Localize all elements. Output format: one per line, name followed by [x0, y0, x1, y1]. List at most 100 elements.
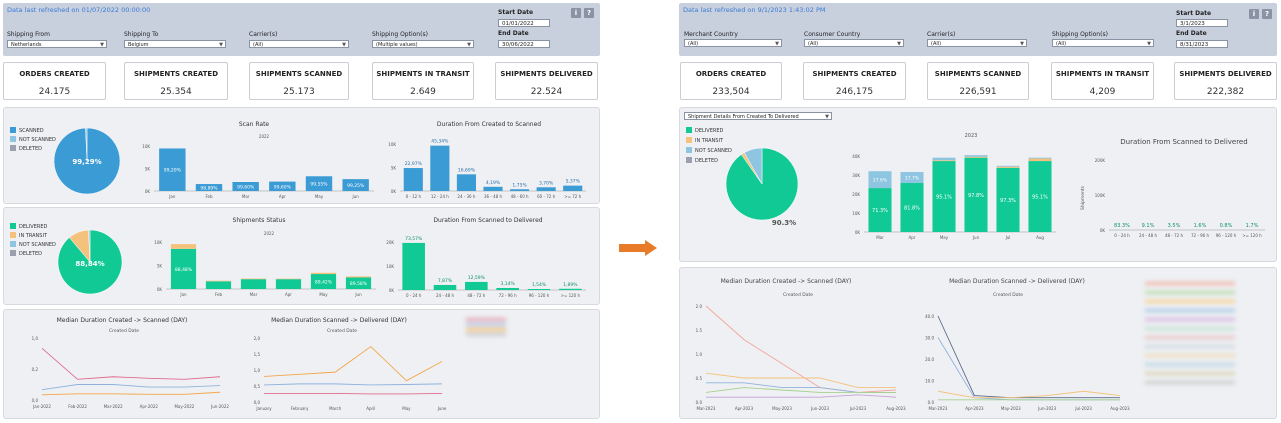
pie1-slice	[85, 127, 88, 162]
tick-label: 30K	[852, 173, 860, 178]
help-icon[interactable]: ?	[1262, 9, 1272, 19]
series-line	[937, 337, 1120, 401]
tick-label: 2,0	[254, 336, 261, 341]
legend-item: DELETED	[19, 251, 42, 257]
tick-label: May-2022	[174, 404, 194, 409]
tick-label: 10K	[386, 264, 394, 269]
tick-label: 24 - 48 h	[1139, 233, 1157, 238]
legend-swatch	[10, 127, 16, 133]
help-icon[interactable]: ?	[584, 8, 594, 18]
filter-consumer-country[interactable]: (All) ▼	[804, 39, 904, 47]
filter-bar: Data last refreshed on 9/1/2023 1:43:02 …	[679, 3, 1277, 56]
data-label: 22,97%	[405, 161, 423, 167]
info-icon[interactable]: i	[571, 8, 581, 18]
tick-label: 0.0	[928, 400, 935, 405]
data-label: 99,60%	[274, 184, 292, 190]
tick-label: Mar	[250, 292, 258, 297]
tick-label: Apr	[285, 292, 292, 297]
end-date-input[interactable]: 8/31/2023	[1176, 40, 1228, 48]
series-line	[41, 391, 221, 396]
data-label: 1,54%	[532, 282, 547, 288]
end-date-input[interactable]: 30/06/2022	[498, 40, 550, 48]
chart-title: Shipments Status	[233, 217, 286, 224]
series-line	[705, 372, 896, 389]
tick-label: 20.0	[925, 357, 934, 362]
tick-label: 72 - 96 h	[499, 293, 517, 298]
pie-label: 90.3%	[772, 219, 796, 227]
start-date-input[interactable]: 01/01/2022	[498, 19, 550, 27]
filter-shipping-options[interactable]: (All) ▼	[1052, 39, 1154, 47]
series-line	[41, 347, 221, 380]
tick-label: 12 - 24 h	[431, 194, 449, 199]
tick-label: 96 - 120 h	[529, 293, 550, 298]
filter-shipping-options[interactable]: (Multiple values) ▼	[372, 40, 474, 48]
kpi-title: SHIPMENTS CREATED	[133, 70, 219, 78]
legend-swatch	[10, 241, 16, 247]
bar	[275, 278, 302, 280]
bar	[275, 279, 302, 289]
tick-label: 100K	[1095, 193, 1106, 198]
pie-label: 99,29%	[72, 158, 101, 166]
bar	[932, 160, 956, 162]
data-label: 17.7%	[905, 176, 920, 182]
tick-label: 0.0	[696, 400, 703, 405]
filter-carriers[interactable]: (All) ▼	[249, 40, 349, 48]
bar	[170, 244, 197, 249]
shipment-details-selector[interactable]: Shipment Details From Created To Deliver…	[684, 112, 832, 120]
bar	[996, 167, 1020, 232]
data-label: 98,89%	[200, 186, 218, 192]
kpi-title: ORDERS CREATED	[19, 70, 90, 78]
bar	[345, 276, 372, 278]
data-label: 71.3%	[872, 208, 888, 214]
legend-swatch	[10, 232, 16, 238]
bar	[310, 272, 337, 275]
tick-label: Aug-2023	[1110, 406, 1130, 411]
tick-label: Mar-2022	[104, 404, 123, 409]
chevron-down-icon: ▼	[825, 114, 829, 120]
legend-blurred	[466, 316, 516, 338]
bar	[159, 148, 186, 191]
filter-merchant-country[interactable]: (All) ▼	[684, 39, 782, 47]
filter-shipping-from[interactable]: Netherlands ▼	[7, 40, 107, 48]
data-label: 1,75%	[512, 182, 527, 188]
data-label: 88,48%	[175, 267, 193, 273]
filter-shipping-to[interactable]: Belgium ▼	[124, 40, 226, 48]
tick-label: 20K	[852, 192, 860, 197]
tick-label: January	[255, 406, 272, 411]
data-label: 81.8%	[904, 206, 920, 212]
chart-title: Median Duration Created -> Scanned (DAY)	[721, 278, 852, 285]
scan-panel: SCANNED NOT SCANNED DELETED 99,29% Scan Rate…	[3, 107, 600, 204]
tick-label: 0,2	[32, 367, 39, 372]
kpi-shipments-in-transit: SHIPMENTS IN TRANSIT 4,209	[1051, 62, 1154, 100]
data-label: 1,89%	[563, 282, 578, 288]
data-label: 89,42%	[315, 280, 333, 286]
bar	[170, 248, 197, 289]
legend-item: DELIVERED	[695, 128, 723, 134]
tick-label: 5K	[145, 167, 151, 172]
bar	[433, 284, 457, 290]
tick-label: 0 - 24 h	[406, 293, 422, 298]
series-line	[263, 345, 443, 382]
filter-carriers[interactable]: (All) ▼	[927, 39, 1027, 47]
tick-label: Feb-2022	[68, 404, 87, 409]
tick-label: February	[291, 406, 309, 411]
tick-label: 1,5	[254, 352, 261, 357]
tick-label: Aug	[1036, 235, 1044, 240]
data-label: 99,60%	[237, 185, 255, 191]
tick-label: May	[940, 235, 949, 240]
data-label: 7,87%	[438, 278, 453, 284]
legend-swatch	[686, 157, 692, 163]
tick-label: Jul	[1005, 235, 1011, 240]
tick-label: 60 - 72 h	[537, 194, 555, 199]
data-label: 89,58%	[350, 281, 368, 287]
filter-label-carriers: Carrier(s)	[927, 31, 956, 38]
bar	[563, 185, 583, 191]
tick-label: Feb	[215, 292, 223, 297]
bar	[310, 274, 337, 289]
legend-swatch	[686, 147, 692, 153]
filter-label-shipping-from: Shipping From	[7, 31, 50, 38]
info-icon[interactable]: i	[1249, 9, 1259, 19]
start-date-input[interactable]: 3/1/2023	[1176, 19, 1228, 27]
data-label: 3,70%	[539, 180, 554, 186]
tick-label: 0K	[1100, 228, 1106, 233]
